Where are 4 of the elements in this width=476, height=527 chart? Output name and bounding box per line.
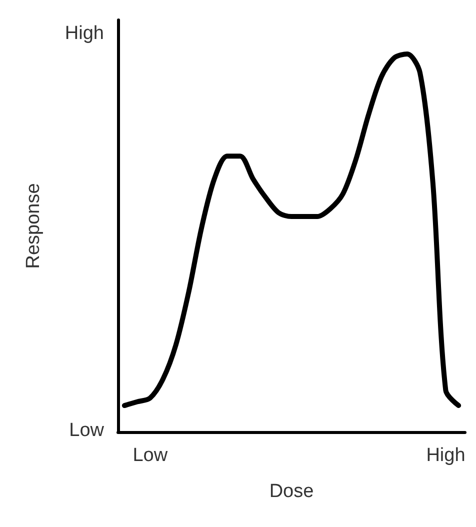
text: Low (69, 420, 104, 441)
y-axis-title: Response (23, 183, 44, 269)
x-axis-title: Dose (269, 481, 314, 502)
text: High (64, 23, 104, 44)
